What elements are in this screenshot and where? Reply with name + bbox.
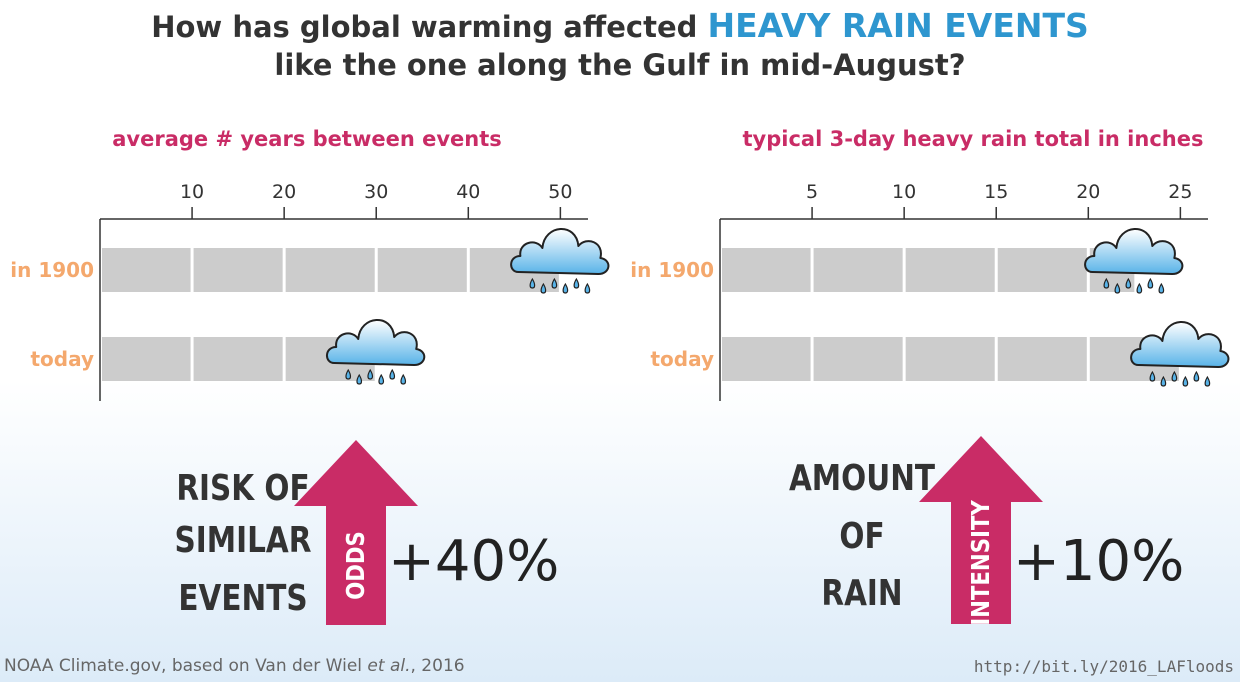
title-line-2: like the one along the Gulf in mid-Augus… xyxy=(274,48,966,82)
rain-cloud-icon xyxy=(1130,321,1230,387)
bar-in-1900 xyxy=(102,248,561,292)
rain-drop-icon xyxy=(1103,277,1110,289)
rain-drop-icon xyxy=(562,282,569,294)
bar-in-1900 xyxy=(722,248,1135,292)
change-value: +10% xyxy=(1013,529,1184,594)
rain-drop-icon xyxy=(1149,370,1156,382)
callout-1: RISK OF SIMILAR EVENTS ODDS +40% xyxy=(175,440,559,625)
rain-drop-icon xyxy=(1193,370,1200,382)
tick-label: 50 xyxy=(548,181,572,203)
callout-label-line: EVENTS xyxy=(178,576,307,619)
category-label: today xyxy=(650,347,714,371)
category-label: in 1900 xyxy=(10,258,94,282)
callouts-layer: RISK OF SIMILAR EVENTS ODDS +40% AMOUNT OF RAIN… xyxy=(175,436,1184,626)
callout-2: AMOUNT OF RAIN INTENSITY +10% xyxy=(789,436,1184,626)
chart-title: typical 3-day heavy rain total in inches xyxy=(743,127,1204,151)
source-credit-main: NOAA Climate.gov, based on Van der Wiel xyxy=(4,656,368,676)
rain-drop-icon xyxy=(356,373,363,385)
callout-label-line: OF xyxy=(839,514,884,557)
tick-label: 15 xyxy=(984,181,1008,203)
rain-drop-icon xyxy=(345,368,352,380)
rain-drop-icon xyxy=(1204,375,1211,387)
up-arrow-icon xyxy=(919,436,1043,624)
category-label: today xyxy=(30,347,94,371)
tick-label: 25 xyxy=(1168,181,1192,203)
title-prefix: How has global warming affected xyxy=(151,10,698,44)
rain-drop-icon xyxy=(551,277,558,289)
chart-1: average # years between events in 1900 tod… xyxy=(10,127,610,401)
rain-drop-icon xyxy=(389,368,396,380)
source-credit: NOAA Climate.gov, based on Van der Wiel … xyxy=(4,656,465,676)
tick-label: 40 xyxy=(456,181,480,203)
rain-drop-icon xyxy=(540,282,547,294)
rain-cloud-icon xyxy=(325,319,426,385)
chart-title: average # years between events xyxy=(112,127,502,151)
tick-label: 5 xyxy=(806,181,818,203)
rain-drop-icon xyxy=(1160,375,1167,387)
category-label: in 1900 xyxy=(630,258,714,282)
rain-drop-icon xyxy=(1171,370,1178,382)
source-credit-italic: et al. xyxy=(367,656,411,676)
title-line-1: How has global warming affected HEAVY RA… xyxy=(0,6,1240,45)
cloud-body-icon xyxy=(325,319,426,366)
rain-cloud-icon xyxy=(1084,228,1184,294)
tick-label: 10 xyxy=(892,181,916,203)
tick-label: 10 xyxy=(180,181,204,203)
source-link: http://bit.ly/2016_LAFloods xyxy=(973,657,1234,676)
bar-today xyxy=(722,337,1181,381)
rain-drop-icon xyxy=(573,277,580,289)
rain-drop-icon xyxy=(584,282,591,294)
rain-drop-icon xyxy=(1114,282,1121,294)
rain-drop-icon xyxy=(529,277,536,289)
rain-drop-icon xyxy=(378,373,385,385)
cloud-body-icon xyxy=(510,228,610,275)
callout-label-line: RAIN xyxy=(821,571,902,614)
tick-label: 20 xyxy=(1076,181,1100,203)
rain-drop-icon xyxy=(1158,282,1165,294)
tick-label: 30 xyxy=(364,181,388,203)
rain-drop-icon xyxy=(1136,282,1143,294)
callout-label-line: AMOUNT xyxy=(789,456,936,499)
rain-drop-icon xyxy=(400,373,407,385)
rain-drop-icon xyxy=(1182,375,1189,387)
up-arrow-icon xyxy=(294,440,418,625)
arrow-text: INTENSITY xyxy=(966,499,995,626)
cloud-body-icon xyxy=(1130,321,1230,368)
source-credit-year: , 2016 xyxy=(410,656,465,676)
tick-label: 20 xyxy=(272,181,296,203)
rain-drop-icon xyxy=(1147,277,1154,289)
title-highlight: HEAVY RAIN EVENTS xyxy=(707,6,1089,45)
callout-label-line: RISK OF xyxy=(176,466,309,509)
chart-2: typical 3-day heavy rain total in inches… xyxy=(630,127,1230,401)
rain-cloud-icon xyxy=(510,228,610,294)
charts-layer: average # years between events in 1900 tod… xyxy=(10,127,1230,401)
change-value: +40% xyxy=(388,529,559,594)
cloud-body-icon xyxy=(1084,228,1184,275)
rain-drop-icon xyxy=(1125,277,1132,289)
arrow-text: ODDS xyxy=(341,531,370,600)
rain-drop-icon xyxy=(367,368,374,380)
callout-label-line: SIMILAR xyxy=(175,518,312,561)
